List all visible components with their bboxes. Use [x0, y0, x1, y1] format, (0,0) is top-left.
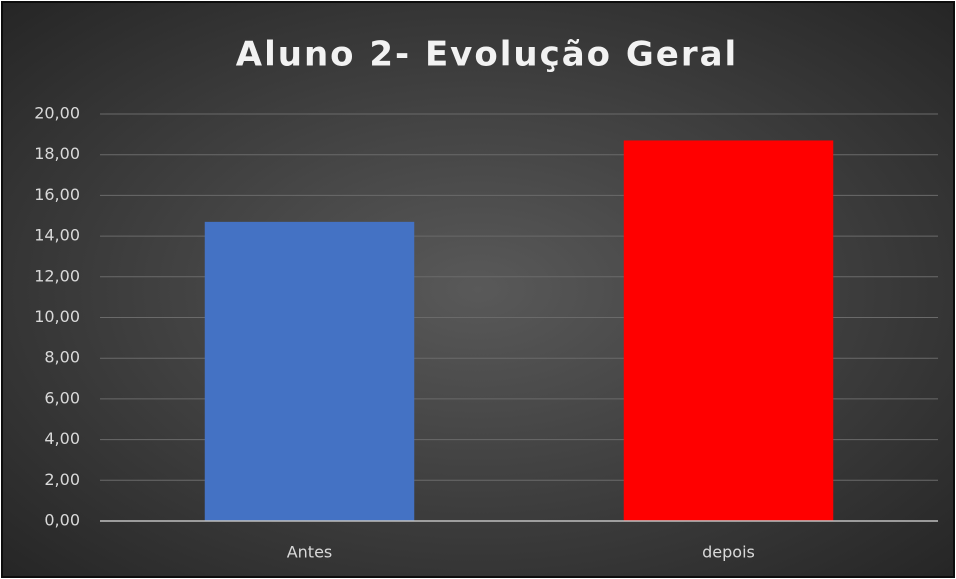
y-tick-label: 14,00 — [34, 226, 80, 245]
bar — [204, 221, 415, 522]
y-tick-label: 20,00 — [34, 104, 80, 123]
x-tick-label: Antes — [287, 543, 333, 562]
y-tick-label: 10,00 — [34, 307, 80, 326]
chart-title: Aluno 2- Evolução Geral — [236, 35, 738, 75]
y-tick-label: 12,00 — [34, 266, 80, 285]
y-tick-label: 16,00 — [34, 185, 80, 204]
y-tick-label: 4,00 — [44, 429, 80, 448]
y-tick-label: 0,00 — [44, 511, 80, 530]
y-tick-label: 18,00 — [34, 144, 80, 163]
y-tick-label: 6,00 — [44, 388, 80, 407]
y-tick-label: 2,00 — [44, 470, 80, 489]
bar — [623, 140, 834, 521]
x-tick-label: depois — [702, 543, 755, 562]
y-tick-label: 8,00 — [44, 348, 80, 367]
